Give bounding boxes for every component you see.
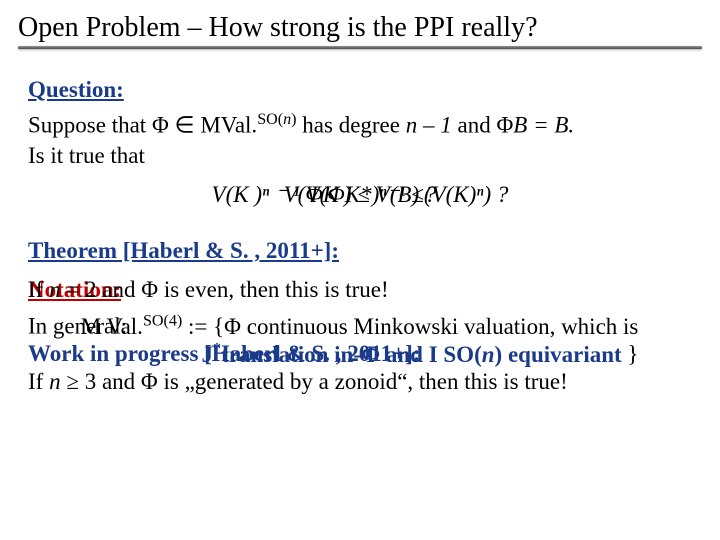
ovr-phi: Φ xyxy=(361,342,380,367)
notation-row: Notation: If n = 2 and Φ is even, then t… xyxy=(28,275,692,304)
mval-sup-n: n xyxy=(283,111,291,128)
ov-row-2-over: J*translation in-Φ and I SO(n) equivaria… xyxy=(148,339,692,369)
phi-b: B = B. xyxy=(513,113,574,138)
last-n: n xyxy=(49,369,61,394)
suppose-d: and Φ xyxy=(452,113,514,138)
ovr-n: n xyxy=(482,342,495,367)
mval-sup-so: SO( xyxy=(257,111,283,128)
n-minus-1: n – 1 xyxy=(406,113,452,138)
ovr-star: * xyxy=(213,340,221,357)
if-c: = 2 and Φ is even, then this is true! xyxy=(61,277,389,302)
suppose-a: Suppose that Φ xyxy=(28,113,175,138)
if-a: If xyxy=(28,277,49,302)
suppose-c: has degree xyxy=(297,113,406,138)
title-bar: Open Problem – How strong is the PPI rea… xyxy=(18,10,702,55)
mval-so4: SO(4) xyxy=(143,312,182,329)
if-n: n xyxy=(49,277,61,302)
slide-title: Open Problem – How strong is the PPI rea… xyxy=(18,12,702,44)
suppose-text: Suppose that Φ ∈ MVal.SO(n) has degree n… xyxy=(28,110,692,170)
theorem-heading: Theorem [Haberl & S. , 2011+]: xyxy=(28,236,692,265)
ovr-I: I xyxy=(429,342,438,367)
slide-body: Question: Suppose that Φ ∈ MVal.SO(n) ha… xyxy=(0,55,720,421)
question-heading: Question: xyxy=(28,75,692,104)
notation-overlay: If n = 2 and Φ is even, then this is tru… xyxy=(28,277,389,302)
is-true: Is it true that xyxy=(28,143,145,168)
equation-block: V(K )ⁿ ⁻ ¹ V(ΦK*)ⁿ⁻¹ ≤(V(K)ⁿ) ? V(ΦK ) ≤… xyxy=(28,180,692,212)
last-line: If n ≥ 3 and Φ is „generated by a zonoid… xyxy=(28,367,692,396)
ovr-so: SO( xyxy=(443,342,481,367)
ovr-translation: translation in- xyxy=(221,342,361,367)
ovr-close: } xyxy=(627,342,638,367)
ovr-and: and xyxy=(386,342,423,367)
mval-tail: := {Φ continuous Minkowski valuation, wh… xyxy=(188,314,638,339)
ov-row-1: In general: M Val.SO(4) := {Φ continuous… xyxy=(28,311,692,341)
last-a: If xyxy=(28,369,49,394)
mval-text: M Val. xyxy=(81,314,143,339)
ovr-J: J xyxy=(202,342,214,367)
last-c: ≥ 3 and Φ is „generated by a zonoid“, th… xyxy=(61,369,568,394)
overlap-block: In general: M Val.SO(4) := {Φ continuous… xyxy=(28,311,692,421)
suppose-b: MVal. xyxy=(195,113,258,138)
ovr-eq: ) equivariant xyxy=(495,342,622,367)
eq-layer-2: V(ΦK ) ≤ V(B) ? xyxy=(28,180,692,209)
elem-sym: ∈ xyxy=(175,113,195,138)
mval-overlap: M Val.SO(4) xyxy=(81,314,188,339)
title-underline xyxy=(18,46,702,49)
ovr-trans: J*translation in-Φ and I SO(n) equivaria… xyxy=(202,342,628,367)
